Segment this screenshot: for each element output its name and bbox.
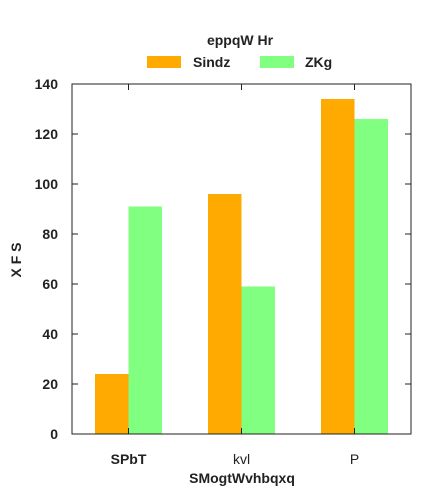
x-tick-label-spbt: SPbT	[111, 451, 147, 467]
y-tick-label-100: 100	[35, 176, 59, 192]
y-tick-label-60: 60	[42, 276, 58, 292]
bar-zkg-kvl	[241, 286, 275, 434]
bar-zkg-spbt	[128, 206, 162, 434]
y-tick-label-140: 140	[35, 76, 59, 92]
legend-swatch-zkg	[260, 56, 294, 68]
bar-zkg-p	[354, 119, 388, 434]
y-tick-label-120: 120	[35, 126, 59, 142]
legend-label-zkg: ZKg	[305, 54, 332, 70]
y-tick-label-20: 20	[42, 376, 58, 392]
y-axis-title: X F S	[8, 242, 24, 277]
y-tick-label-40: 40	[42, 326, 58, 342]
x-tick-label-kvl: kvl	[233, 451, 250, 467]
legend-title: eppqW Hr	[207, 32, 274, 48]
legend: eppqW Hr Sindz ZKg	[147, 32, 332, 70]
x-axis-title: SMogtWvhbqxq	[189, 470, 295, 486]
x-tick-label-p: P	[350, 451, 359, 467]
y-tick-label-80: 80	[42, 226, 58, 242]
bar-sindz-p	[321, 99, 355, 434]
bar-sindz-kvl	[208, 194, 242, 434]
y-tick-label-0: 0	[50, 426, 58, 442]
legend-swatch-sindz	[147, 56, 181, 68]
bar-sindz-spbt	[95, 374, 129, 434]
plot-area: 0 20 40 60 80 100 120 140 SPbT kvl P	[35, 76, 412, 467]
legend-label-sindz: Sindz	[193, 54, 230, 70]
